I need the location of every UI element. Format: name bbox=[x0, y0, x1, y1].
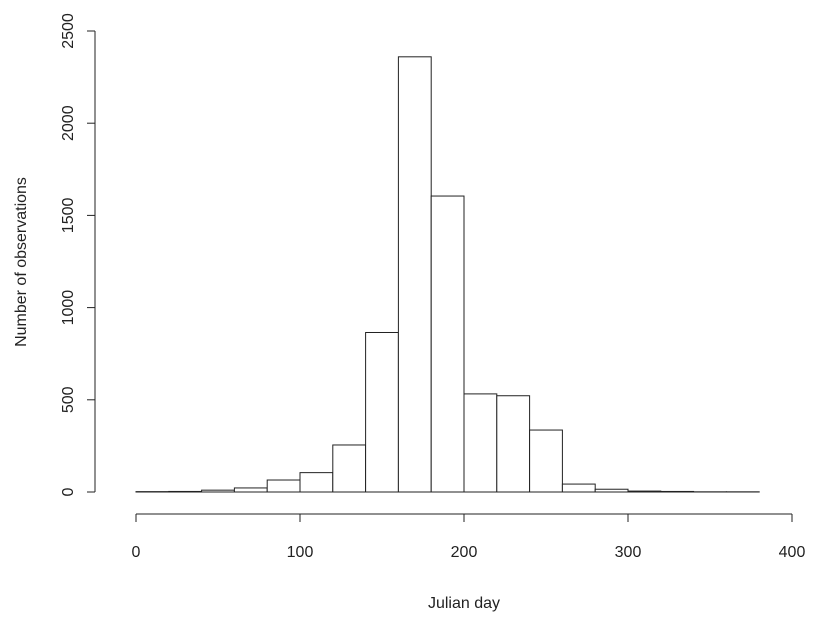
bar bbox=[594, 488, 629, 493]
bar bbox=[627, 490, 662, 493]
bar bbox=[233, 487, 268, 493]
bar bbox=[299, 472, 334, 493]
bar bbox=[660, 490, 695, 493]
y-tick-label: 2500 bbox=[60, 13, 77, 49]
bar bbox=[201, 489, 235, 493]
bar bbox=[365, 331, 399, 493]
y-tick-label: 500 bbox=[60, 386, 77, 413]
x-tick-label: 0 bbox=[132, 544, 141, 561]
bar bbox=[430, 195, 465, 493]
bar bbox=[168, 490, 203, 493]
x-axis-label: Julian day bbox=[428, 595, 500, 612]
y-tick-label: 1000 bbox=[60, 290, 77, 326]
x-tick-label: 200 bbox=[451, 544, 478, 561]
x-tick-label: 100 bbox=[287, 544, 314, 561]
x-tick-label: 400 bbox=[779, 544, 806, 561]
y-tick-label: 0 bbox=[60, 487, 77, 496]
x-tick-label: 300 bbox=[615, 544, 642, 561]
bar bbox=[496, 395, 531, 493]
y-axis-label: Number of observations bbox=[13, 177, 30, 347]
bar bbox=[332, 444, 367, 493]
bar bbox=[266, 479, 301, 493]
bar bbox=[561, 483, 596, 493]
bar bbox=[463, 393, 498, 493]
y-tick-label: 1500 bbox=[60, 198, 77, 234]
bar bbox=[529, 429, 563, 493]
y-tick-label: 2000 bbox=[60, 105, 77, 141]
bar bbox=[397, 56, 432, 493]
